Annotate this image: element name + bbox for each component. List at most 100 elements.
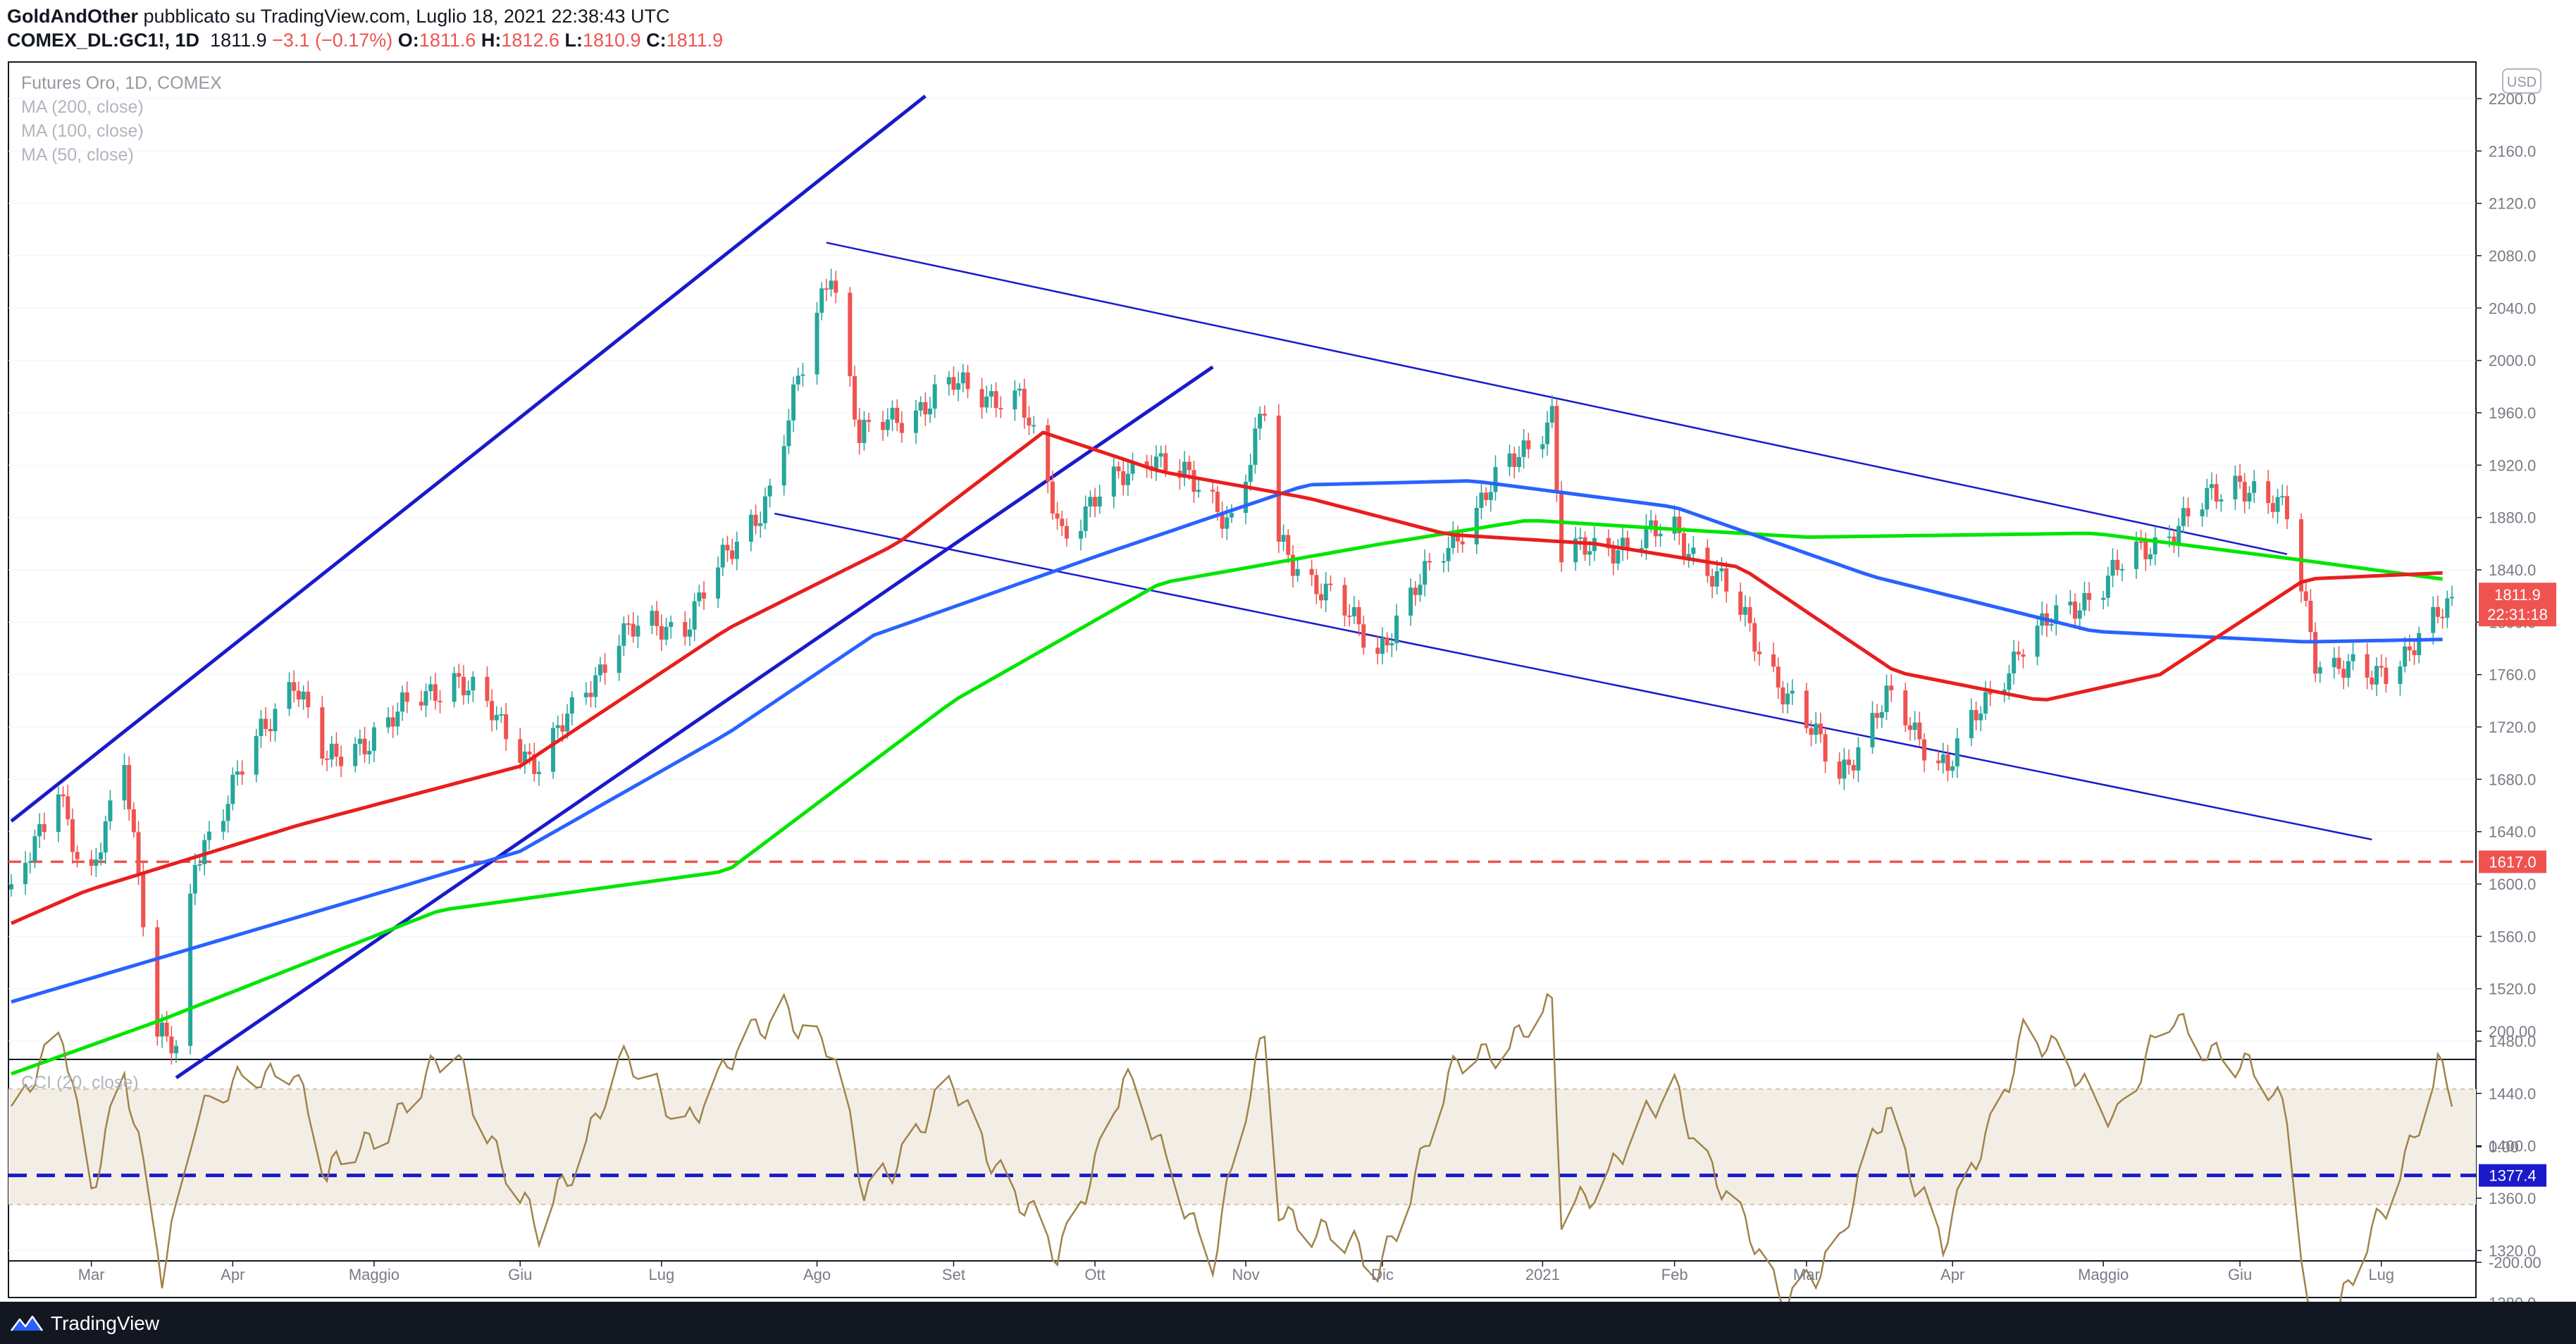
candle-body [2073,602,2078,619]
candle-body [296,690,301,699]
candle-body [1672,516,1677,534]
y-tick-label-2: 2120.0 [2489,195,2536,213]
candle-body [2105,575,2110,598]
trendlines[interactable] [10,94,2372,1080]
candle-body [758,523,763,526]
candle-body [1182,461,1187,478]
high-value: 1812.6 [501,30,559,51]
candle-body [2200,509,2205,516]
candle-body [287,682,292,709]
candle-body [192,865,197,894]
candle-body [2176,525,2181,546]
candle-body [532,754,537,774]
candle-body [371,727,376,752]
tradingview-logo[interactable]: TradingView [10,1312,159,1336]
ma100-line [11,479,2443,1004]
y-tick-label-11: 1760.0 [2489,666,2536,684]
candle-body [1441,561,1446,563]
legend-cci[interactable]: CCI (20, close) [21,1073,139,1093]
ma200-line [11,518,2443,1076]
candle-body [1295,568,1300,576]
candle-body [617,645,621,673]
legend-title[interactable]: Futures Oro, 1D, COMEX [21,73,222,93]
legend-ma200[interactable]: MA (200, close) [21,97,144,117]
y-tick-label-22: 1320.0 [2489,1242,2536,1259]
candle-body [2299,519,2304,592]
candle-body [61,794,66,797]
horizontal-levels[interactable] [8,860,2476,1178]
candle-body [230,774,235,804]
candle-body [527,752,532,754]
candle-body [122,765,127,801]
y-tick-label-14: 1640.0 [2489,823,2536,841]
candle-body [131,809,136,833]
symbol-label[interactable]: COMEX_DL:GC1!, 1D [7,30,200,51]
candle-body [734,542,739,559]
candle-body [829,280,834,290]
price-chart[interactable]: 2200.02160.02120.02080.02040.02000.01960… [0,59,2576,1302]
candle-body [2384,667,2389,685]
legend-ma100[interactable]: MA (100, close) [21,121,144,141]
candle-body [1130,461,1135,474]
candle-body [1738,591,1743,615]
candle-body [1083,506,1088,531]
candle-body [1385,637,1389,646]
candle-body [518,739,523,764]
candle-body [1488,492,1493,500]
candle-body [867,420,872,422]
candle-body [2172,536,2176,546]
candle-body [1309,568,1314,575]
candle-body [2336,657,2341,669]
candle-body [555,725,560,728]
price-axis[interactable]: 2200.02160.02120.02080.02040.02000.01960… [2476,90,2536,1302]
candle-body [2252,481,2257,493]
candle-body [1719,568,1724,571]
candle-body [1050,481,1055,514]
candle-body [569,697,574,714]
candle-body [1079,530,1084,539]
candle-body [1196,490,1201,492]
candle-body [320,707,325,759]
candle-body [2275,497,2280,512]
candle-body [1394,615,1399,644]
candle-body [1244,481,1249,514]
candle-body [1413,587,1418,595]
cci-axis[interactable]: 200.000.00-200.00-400.00 [2476,1023,2541,1302]
candle-body [683,621,688,637]
candle-body [2417,633,2422,656]
candle-body [583,692,588,697]
candle-body [1681,533,1686,558]
candle-body [1347,615,1352,617]
candle-body [1974,709,1979,721]
cci-polyline [10,993,2453,1302]
candle-body [1776,666,1781,687]
time-axis[interactable]: Mar Apr Maggio Giu Lug Ago Set Ott Nov Dic 2021 Feb… [78,1261,2394,1283]
trendline-3 [774,512,2372,841]
x-tick-label-15: Giu [2228,1266,2252,1283]
x-tick-label-10: 2021 [1525,1266,1560,1283]
candle-body [2186,508,2191,516]
candle-body [127,765,132,809]
x-tick-label-6: Set [942,1266,965,1283]
candle-body [1907,725,1912,730]
countdown-badge-value: 22:31:18 [2487,606,2548,623]
candle-body [1969,709,1974,739]
candle-body [1724,568,1729,592]
candle-body [264,718,268,729]
last-price-badge [2479,583,2556,627]
candle-body [1809,728,1814,735]
currency-badge[interactable] [2502,68,2541,94]
candle-body [1191,470,1196,492]
candle-body [664,626,669,640]
candle-body [1649,520,1654,526]
candle-body [2374,666,2379,685]
trendline-2 [826,242,2288,555]
candle-body [1781,687,1785,704]
legend-ma50[interactable]: MA (50, close) [21,145,134,165]
price-badges: 1811.9 22:31:18 1617.0 1377.4 [2479,583,2556,1187]
chart-frame [8,61,2477,1298]
candle-body [1875,713,1880,718]
candle-body [819,288,824,313]
candle-body [273,709,278,732]
author-name[interactable]: GoldAndOther [7,6,138,27]
